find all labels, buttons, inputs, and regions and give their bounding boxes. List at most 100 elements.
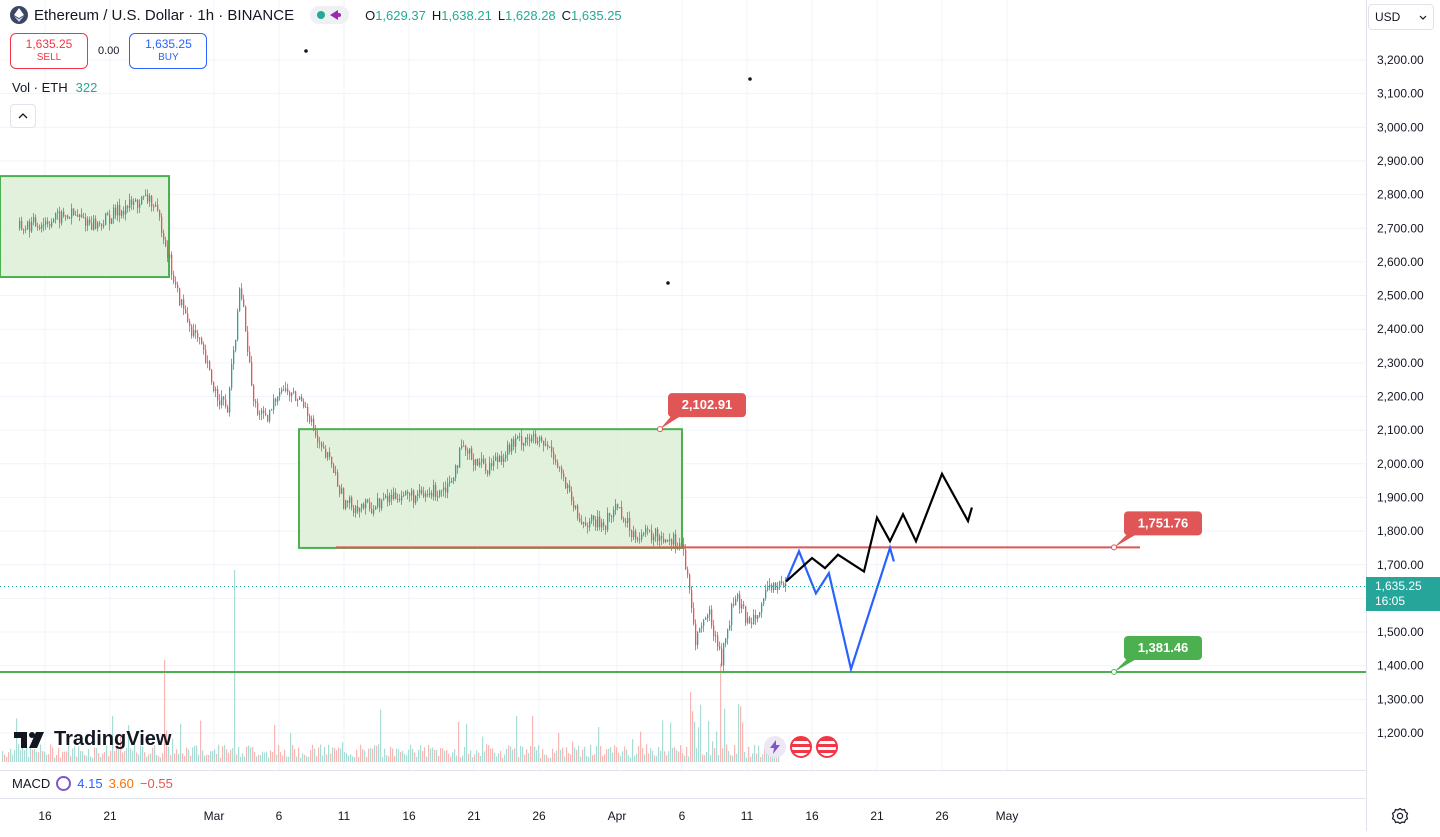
volume-bar (118, 749, 120, 762)
candle-body (289, 392, 291, 396)
sell-button[interactable]: 1,635.25 SELL (10, 33, 88, 69)
volume-bar (230, 749, 232, 762)
volume-bar (254, 751, 256, 762)
candle-body (783, 583, 785, 587)
volume-bar (398, 749, 400, 762)
drawing-dot (666, 281, 670, 285)
tradingview-logo[interactable]: TradingView (14, 728, 171, 751)
candle-body (145, 194, 147, 196)
candle-body (659, 536, 661, 541)
volume-bar (664, 751, 666, 762)
lightning-icon[interactable] (764, 736, 786, 758)
volume-bar (334, 748, 336, 762)
time-tick-label: 6 (679, 809, 686, 823)
candle-body (633, 531, 635, 538)
currency-select[interactable]: USD (1368, 4, 1434, 30)
candle-body (731, 603, 733, 626)
candle-body (91, 222, 93, 230)
candle-body (341, 488, 343, 494)
buy-button[interactable]: 1,635.25 BUY (129, 33, 208, 69)
candle-body (181, 299, 183, 306)
candle-body (41, 224, 43, 229)
us-flag-icon[interactable] (790, 736, 812, 758)
volume-bar (304, 754, 306, 762)
volume-bar (632, 739, 634, 762)
volume-bar (204, 755, 206, 762)
indicator-settings-icon[interactable] (56, 776, 72, 791)
callout-pointer (1114, 657, 1138, 672)
volume-bar (442, 748, 444, 762)
candle-body (161, 216, 163, 233)
symbol-title[interactable]: Ethereum / U.S. Dollar · 1h · BINANCE (34, 6, 295, 24)
candle-body (231, 364, 233, 388)
volume-bar (532, 715, 534, 762)
volume-legend[interactable]: Vol · ETH 322 (12, 80, 97, 95)
candle-body (257, 402, 259, 415)
volume-bar (602, 755, 604, 762)
volume-bar (234, 570, 236, 762)
ohlc-high-value: 1,638.21 (441, 7, 492, 23)
candle-body (369, 501, 371, 509)
collapse-legend-button[interactable] (10, 104, 36, 128)
candle-body (235, 339, 237, 351)
time-axis[interactable]: 16 21 Mar 6 11 16 21 26 Apr 6 11 16 21 26 May (0, 798, 1366, 832)
volume-bar (52, 747, 54, 762)
candle-body (325, 448, 327, 458)
bar-countdown: 16:05 (1375, 594, 1406, 608)
candle-body (489, 463, 491, 474)
chart-area[interactable]: 2,102.91 1,751.76 1,381.46 (0, 0, 1366, 770)
volume-bar (262, 751, 264, 762)
price-grid (0, 0, 1366, 770)
volume-bar (370, 748, 372, 762)
candle-body (379, 498, 381, 509)
chart-settings-button[interactable] (1388, 804, 1412, 828)
volume-bar (716, 731, 718, 762)
candle-body (689, 574, 691, 590)
volume-bar (272, 751, 274, 762)
volume-bar (422, 750, 424, 762)
price-axis[interactable]: 3,200.00 3,100.00 3,000.00 2,900.00 2,800.00… (1366, 0, 1440, 831)
candle-body (583, 522, 585, 525)
candle-body (135, 199, 137, 202)
price-tick-label: 2,900.00 (1377, 154, 1424, 168)
volume-bar (180, 723, 182, 762)
candle-body (527, 437, 529, 439)
candle-body (511, 439, 513, 452)
candle-body (573, 501, 575, 508)
volume-bar (122, 752, 124, 762)
candle-body (691, 589, 693, 609)
volume-bar (48, 754, 50, 762)
volume-bars (2, 570, 780, 762)
volume-bar (196, 745, 198, 762)
volume-bar (650, 748, 652, 762)
price-tick-label: 1,200.00 (1377, 726, 1424, 740)
candle-body (263, 410, 265, 413)
candle-body (365, 499, 367, 509)
macd-histogram-value: −0.55 (139, 776, 173, 791)
volume-bar (388, 756, 390, 762)
market-status-pill[interactable] (310, 6, 350, 24)
volume-bar (324, 746, 326, 762)
volume-bar (152, 747, 154, 762)
volume-bar (734, 744, 736, 762)
volume-bar (296, 756, 298, 762)
candle-body (449, 481, 451, 484)
candle-body (207, 361, 209, 363)
macd-pane[interactable]: MACD 4.15 3.60 −0.55 (0, 770, 1366, 799)
volume-bar (726, 744, 728, 762)
candle-body (209, 361, 211, 371)
us-flag-icon[interactable] (816, 736, 838, 758)
volume-bar (710, 755, 712, 762)
candle-body (471, 448, 473, 460)
candle-body (441, 489, 443, 491)
candle-body (587, 525, 589, 528)
candle-body (693, 608, 695, 624)
callout-box (1124, 635, 1202, 660)
candle-body (641, 534, 643, 540)
candle-body (651, 530, 653, 541)
volume-bar (482, 736, 484, 762)
candle-body (569, 484, 571, 492)
candle-body (741, 604, 743, 609)
candle-body (389, 494, 391, 502)
chart-canvas[interactable]: 2,102.91 1,751.76 1,381.46 (0, 0, 1366, 770)
